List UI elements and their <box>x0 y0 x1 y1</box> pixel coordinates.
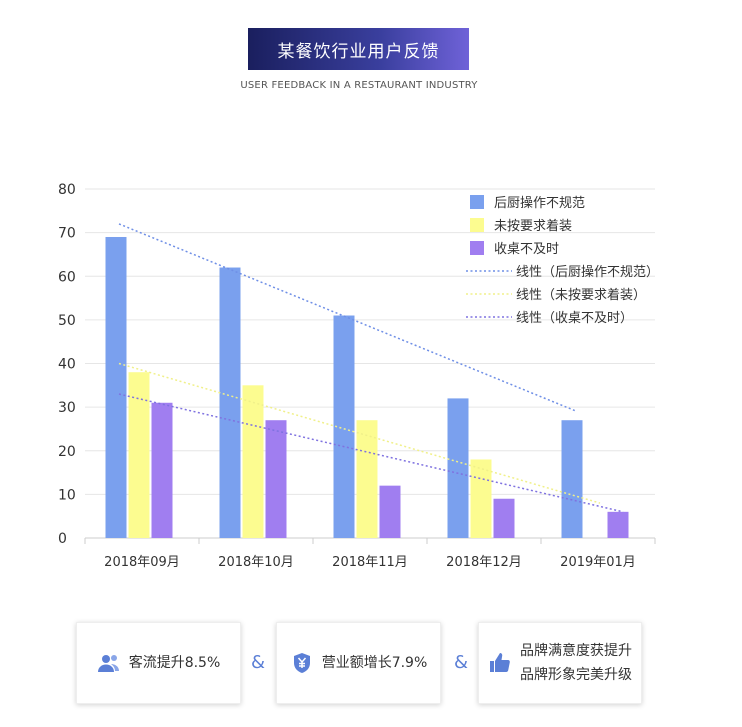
card-text: 营业额增长7.9% <box>321 655 428 671</box>
bar-1-3 <box>470 459 492 538</box>
legend-label: 线性（收桌不及时） <box>516 311 633 326</box>
legend-label: 线性（后厨操作不规范） <box>516 264 659 280</box>
bar-1-2 <box>356 420 378 538</box>
card-customer-flow: 客流提升8.5% <box>76 622 241 704</box>
bar-2-2 <box>379 485 401 538</box>
bar-2-3 <box>493 498 515 538</box>
bar-chart: 0 10 20 30 40 50 60 70 80 2018年09月 2018年10月 2018年11… <box>58 182 659 570</box>
money-shield-icon <box>293 653 310 673</box>
page-subtitle: USER FEEDBACK IN A RESTAURANT INDUSTRY <box>240 80 478 91</box>
y-tick-label: 0 <box>58 531 67 547</box>
card-text-line1: 品牌满意度获提升 <box>520 643 632 659</box>
trendline-2 <box>118 393 624 513</box>
bar-2-1 <box>265 420 287 538</box>
legend-swatch <box>470 218 484 232</box>
card-text: 客流提升8.5% <box>128 655 221 671</box>
card-brand: 品牌满意度获提升 品牌形象完美升级 <box>478 622 642 704</box>
bar-0-3 <box>447 398 469 538</box>
legend-label: 未按要求着装 <box>494 218 572 234</box>
x-tick-label: 2018年12月 <box>446 555 522 570</box>
card-revenue: 营业额增长7.9% <box>276 622 441 704</box>
separator-amp: & <box>251 652 266 673</box>
legend-label: 后厨操作不规范 <box>494 195 585 211</box>
users-icon <box>97 655 119 672</box>
x-tick-label: 2018年10月 <box>218 555 294 570</box>
bar-0-4 <box>561 420 583 538</box>
bar-0-1 <box>219 267 241 538</box>
x-tick-label: 2018年11月 <box>332 555 408 570</box>
separator-amp: & <box>454 652 469 673</box>
legend-swatch <box>470 241 484 255</box>
x-tick-label: 2018年09月 <box>104 555 180 570</box>
page-title: 某餐饮行业用户反馈 <box>277 41 440 62</box>
y-tick-label: 30 <box>58 400 76 416</box>
bar-2-0 <box>151 402 173 538</box>
legend-swatch <box>470 195 484 209</box>
y-tick-label: 70 <box>58 226 76 242</box>
bar-1-1 <box>242 385 264 538</box>
y-tick-label: 80 <box>58 182 76 198</box>
legend-label: 收桌不及时 <box>494 242 559 257</box>
bar-0-2 <box>333 315 355 538</box>
y-tick-label: 60 <box>58 269 76 285</box>
y-tick-label: 20 <box>58 444 76 460</box>
thumbs-up-icon <box>490 653 510 672</box>
x-tick-label: 2019年01月 <box>560 555 636 570</box>
y-tick-label: 50 <box>58 313 76 329</box>
legend-label: 线性（未按要求着装） <box>516 287 646 303</box>
title-banner: 某餐饮行业用户反馈 <box>248 28 469 70</box>
y-tick-label: 40 <box>58 357 76 373</box>
card-text-line2: 品牌形象完美升级 <box>520 667 632 683</box>
card-text-block: 品牌满意度获提升 品牌形象完美升级 <box>520 639 632 687</box>
bar-1-0 <box>128 372 150 538</box>
bar-2-4 <box>607 511 629 538</box>
bar-0-0 <box>105 236 127 539</box>
trendline-0 <box>118 223 578 413</box>
y-tick-label: 10 <box>58 487 76 503</box>
